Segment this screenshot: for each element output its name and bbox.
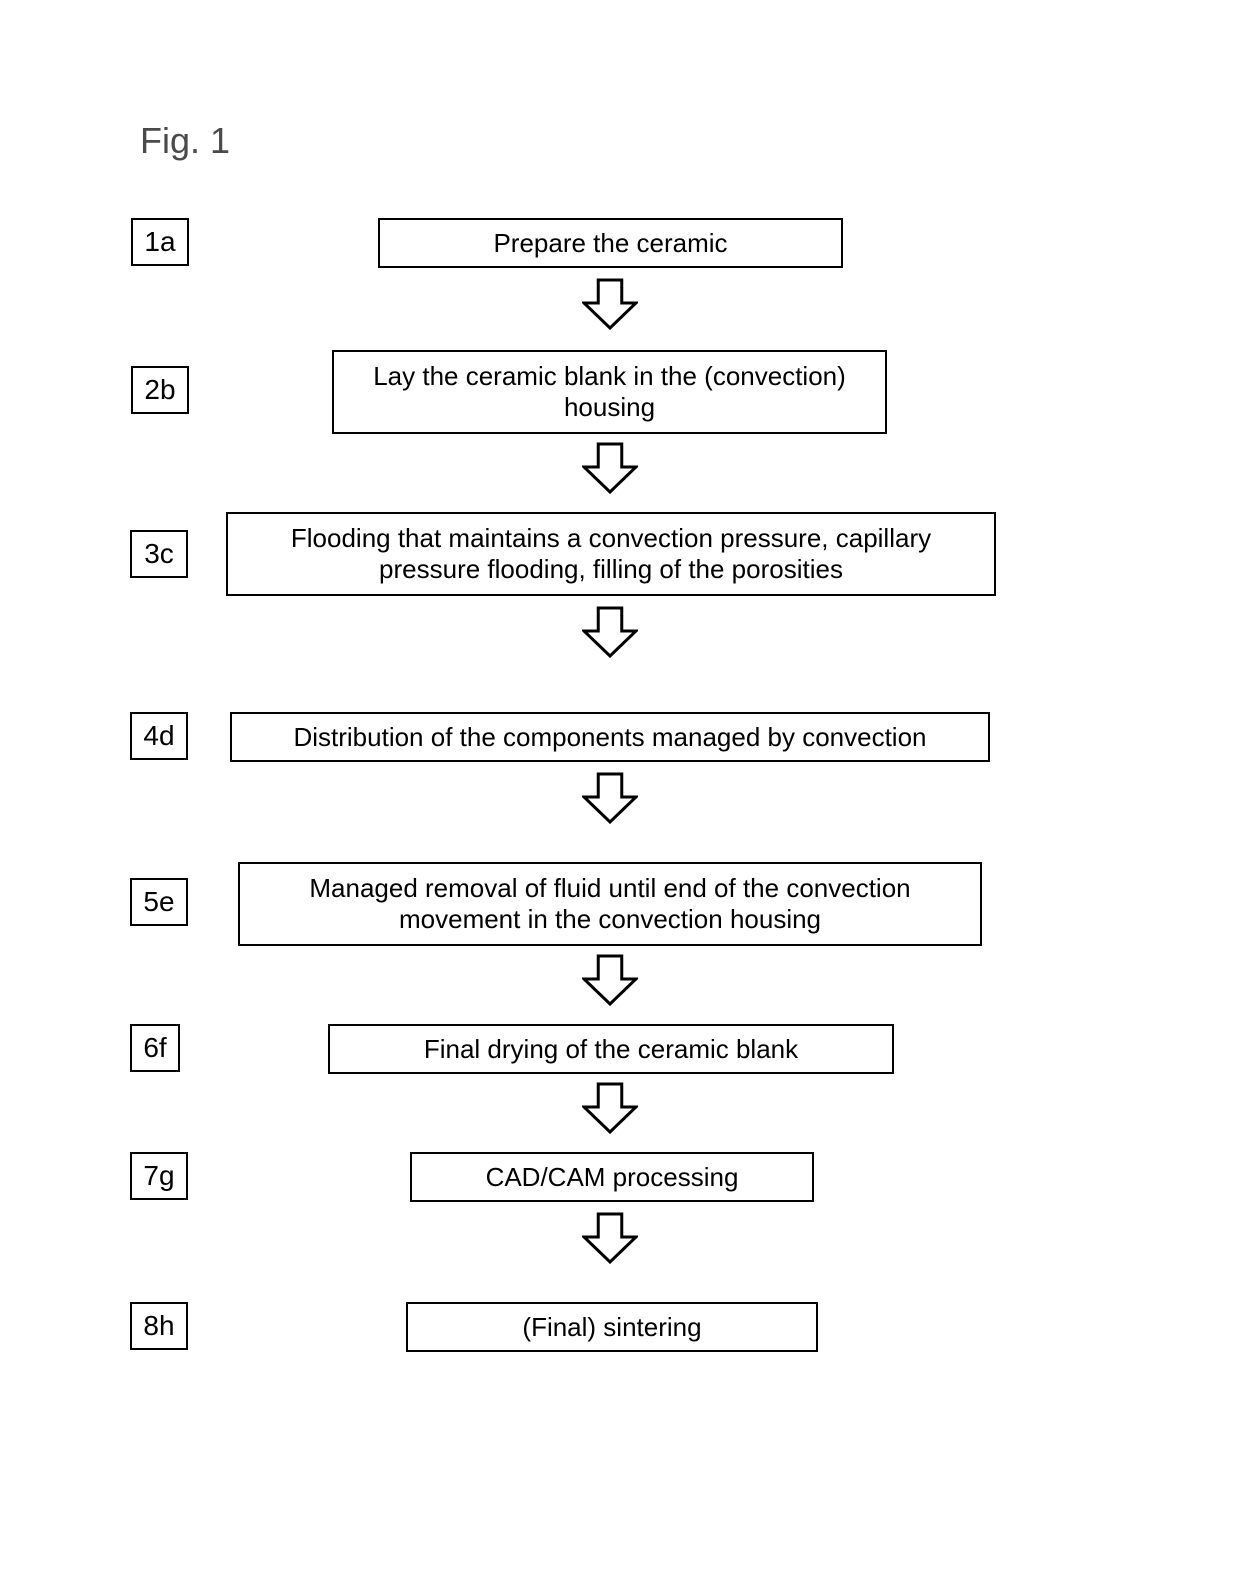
down-arrow-icon (582, 278, 638, 330)
step-label-4d: 4d (130, 712, 188, 760)
step-box-5e: Managed removal of fluid until end of th… (238, 862, 982, 946)
down-arrow-icon (582, 772, 638, 824)
down-arrow-icon (582, 954, 638, 1006)
step-box-4d: Distribution of the components managed b… (230, 712, 990, 762)
step-box-7g: CAD/CAM processing (410, 1152, 814, 1202)
step-box-6f: Final drying of the ceramic blank (328, 1024, 894, 1074)
step-label-2b: 2b (131, 366, 189, 414)
step-box-2b: Lay the ceramic blank in the (convection… (332, 350, 887, 434)
step-label-1a: 1a (131, 218, 189, 266)
step-box-1a: Prepare the ceramic (378, 218, 843, 268)
step-label-5e: 5e (130, 878, 188, 926)
down-arrow-icon (582, 1082, 638, 1134)
down-arrow-icon (582, 606, 638, 658)
figure-title: Fig. 1 (140, 120, 230, 162)
step-box-3c: Flooding that maintains a convection pre… (226, 512, 996, 596)
step-label-8h: 8h (130, 1302, 188, 1350)
step-label-6f: 6f (130, 1024, 180, 1072)
down-arrow-icon (582, 442, 638, 494)
step-label-3c: 3c (130, 530, 188, 578)
down-arrow-icon (582, 1212, 638, 1264)
step-label-7g: 7g (130, 1152, 188, 1200)
step-box-8h: (Final) sintering (406, 1302, 818, 1352)
